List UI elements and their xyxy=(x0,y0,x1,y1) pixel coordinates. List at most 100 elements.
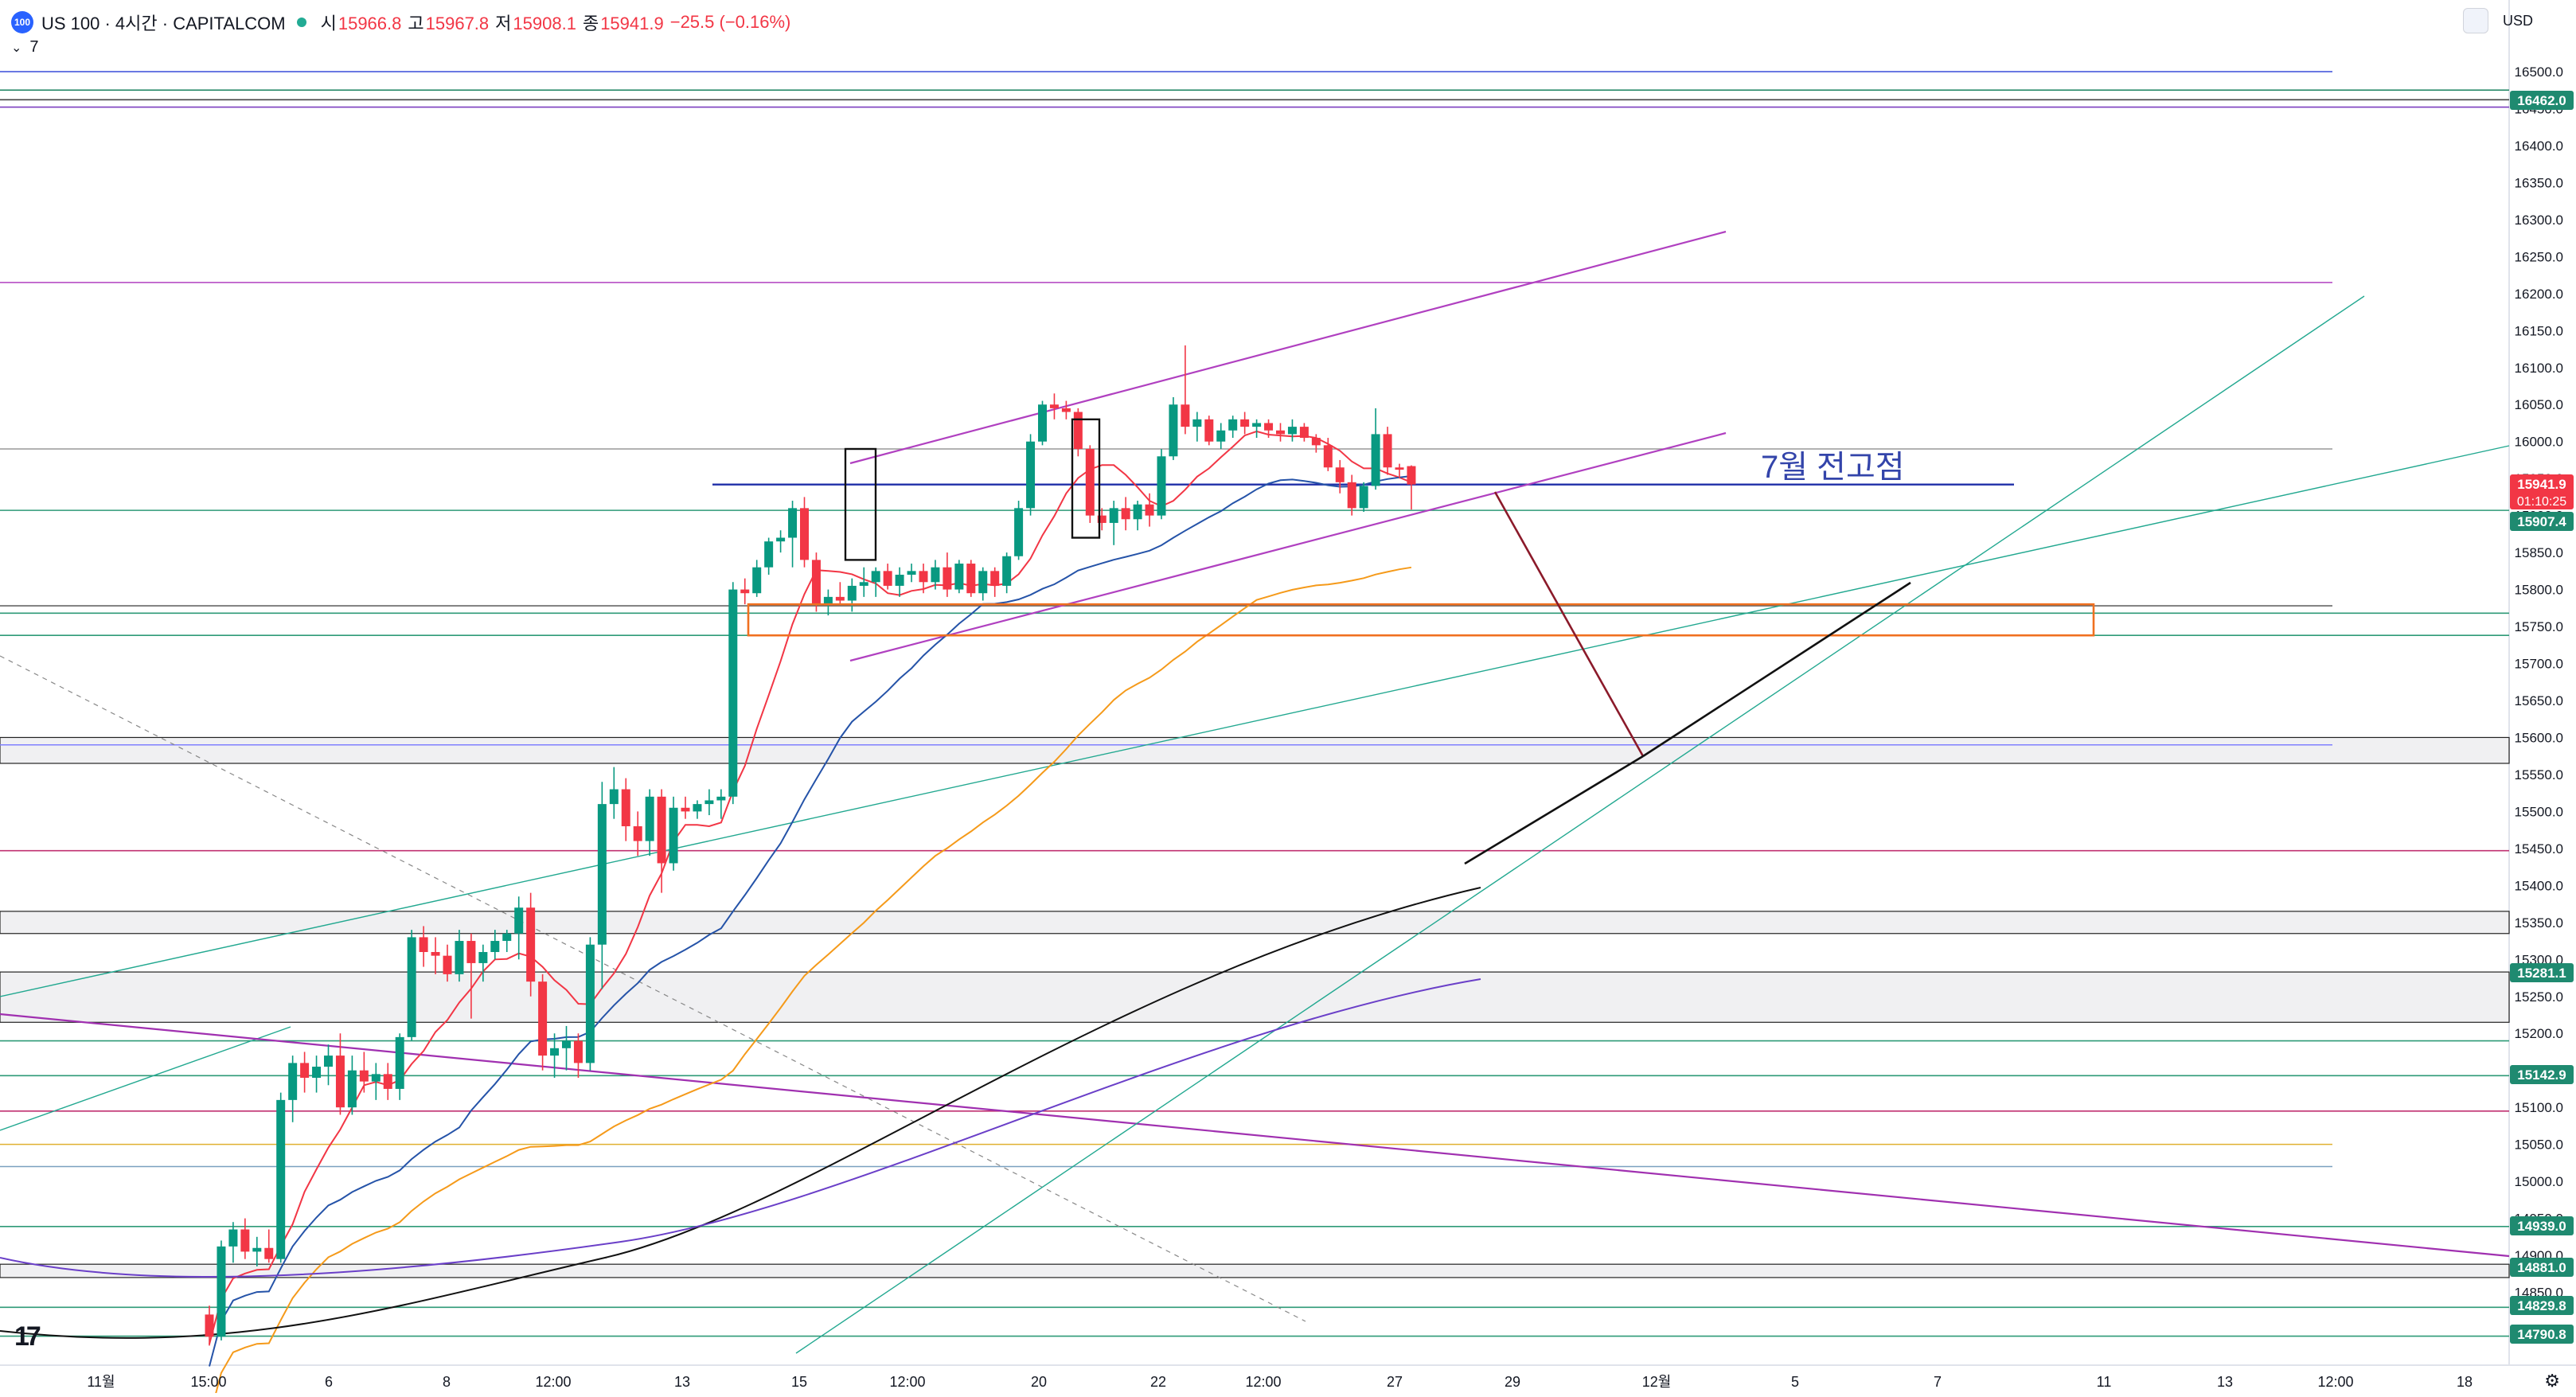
candle-body xyxy=(478,951,488,963)
trend-line xyxy=(795,295,2365,1354)
price-label-value: 15941.9 xyxy=(2517,477,2566,492)
candle-body xyxy=(217,1246,226,1337)
price-tick-label: 16500.0 xyxy=(2515,64,2563,80)
candle-body xyxy=(1252,423,1262,427)
candle-body xyxy=(704,800,714,805)
orange-zone-box xyxy=(747,603,2095,637)
trend-line xyxy=(0,445,2510,997)
price-label-value: 15281.1 xyxy=(2517,966,2566,981)
compare-icon[interactable] xyxy=(2462,8,2488,33)
breakout-box xyxy=(844,447,877,561)
candle-body xyxy=(657,796,666,864)
ma-orange-line xyxy=(213,566,1412,1397)
candle-body xyxy=(800,508,809,560)
time-tick-label: 7 xyxy=(1934,1374,1942,1390)
candle-body xyxy=(1038,404,1047,442)
candle-body xyxy=(1073,412,1083,449)
candle-body xyxy=(883,571,892,586)
candle-body xyxy=(1276,430,1285,435)
candle-body xyxy=(669,807,678,864)
candle-body xyxy=(609,789,619,805)
candle-body xyxy=(1347,482,1356,509)
candle-body xyxy=(1061,408,1071,412)
candle-body xyxy=(371,1074,381,1082)
candle-body xyxy=(597,804,607,945)
highlight-boxes xyxy=(747,418,2095,637)
price-tick-label: 15000.0 xyxy=(2515,1174,2563,1189)
candle-body xyxy=(205,1314,214,1337)
time-tick-label: 13 xyxy=(2217,1374,2233,1390)
candle-body xyxy=(645,796,654,841)
candle-body xyxy=(1157,456,1166,516)
candle-body xyxy=(228,1229,238,1247)
candle-body xyxy=(954,564,964,590)
time-tick-label: 27 xyxy=(1387,1374,1403,1390)
time-tick-label: 13 xyxy=(674,1374,690,1390)
candle-body xyxy=(1192,419,1202,427)
price-tick-label: 15650.0 xyxy=(2515,693,2563,708)
candle-body xyxy=(1359,486,1368,509)
candle-body xyxy=(1133,504,1142,520)
price-tick-label: 15100.0 xyxy=(2515,1100,2563,1115)
indicators-toggle[interactable]: ⌄ 7 xyxy=(11,38,39,57)
currency-selector[interactable]: USD xyxy=(2462,8,2533,33)
price-tick-label: 15600.0 xyxy=(2515,730,2563,745)
candle-body xyxy=(550,1048,560,1056)
candle-body xyxy=(490,941,500,952)
candle-body xyxy=(240,1229,250,1252)
symbol-title[interactable]: US 100 · 4시간 · CAPITALCOM xyxy=(41,14,286,33)
candle-body xyxy=(1085,448,1095,516)
price-tick-label: 15800.0 xyxy=(2515,583,2563,598)
candle-body xyxy=(859,582,868,586)
candle-body xyxy=(573,1040,583,1063)
candle-body xyxy=(931,567,940,583)
time-tick-label: 15 xyxy=(791,1374,807,1390)
price-tick-label: 16350.0 xyxy=(2515,175,2563,190)
candle-body xyxy=(1014,508,1024,556)
time-axis[interactable]: 11월 15:00 6 8 12:00 13 15 12:00 20 22 12:00 27 29 12월… xyxy=(87,1374,2473,1390)
candle-body xyxy=(1371,434,1380,486)
ohlc-close: 종15941.9 xyxy=(582,14,664,33)
time-tick-label: 8 xyxy=(443,1374,451,1390)
gray-zone xyxy=(0,911,2510,935)
candle-body xyxy=(431,951,440,956)
candle-body xyxy=(764,541,774,568)
candle-body xyxy=(1049,404,1059,408)
price-tick-label: 16100.0 xyxy=(2515,361,2563,376)
price-tick-label: 15550.0 xyxy=(2515,767,2563,782)
candle-body xyxy=(312,1067,322,1078)
candle-body xyxy=(288,1063,298,1100)
candle-body xyxy=(966,564,976,594)
price-tick-label: 15750.0 xyxy=(2515,619,2563,634)
candle-body xyxy=(1026,441,1036,509)
candle-body xyxy=(681,807,690,812)
price-tick-label: 15400.0 xyxy=(2515,878,2563,893)
time-tick-label: 29 xyxy=(1505,1374,1520,1390)
gear-icon[interactable]: ⚙ xyxy=(2544,1371,2560,1391)
moving-averages xyxy=(0,430,1481,1397)
gray-zone xyxy=(0,1263,2510,1278)
time-tick-label: 5 xyxy=(1791,1374,1799,1390)
indicator-count: 7 xyxy=(29,38,39,56)
candle-body xyxy=(788,508,798,538)
price-label-badge xyxy=(2510,1296,2574,1315)
ohlc-high: 고15967.8 xyxy=(408,14,490,33)
price-tick-label: 16250.0 xyxy=(2515,249,2563,264)
time-tick-label: 12월 xyxy=(1642,1374,1672,1390)
ohlc-change: −25.5 (−0.16%) xyxy=(669,12,791,32)
candle-body xyxy=(907,571,916,575)
price-label-value: 14939.0 xyxy=(2517,1219,2566,1234)
candle-body xyxy=(1240,419,1250,427)
price-tick-label: 16150.0 xyxy=(2515,323,2563,338)
ohlc-low: 저15908.1 xyxy=(495,14,576,33)
candle-body xyxy=(871,571,880,583)
price-tick-label: 15700.0 xyxy=(2515,657,2563,672)
price-tick-label: 16000.0 xyxy=(2515,435,2563,450)
ma-red-line xyxy=(209,430,1412,1344)
gray-zone xyxy=(0,736,2510,764)
candle-body xyxy=(502,933,512,942)
time-tick-label: 20 xyxy=(1031,1374,1047,1390)
price-tick-label: 15450.0 xyxy=(2515,841,2563,857)
